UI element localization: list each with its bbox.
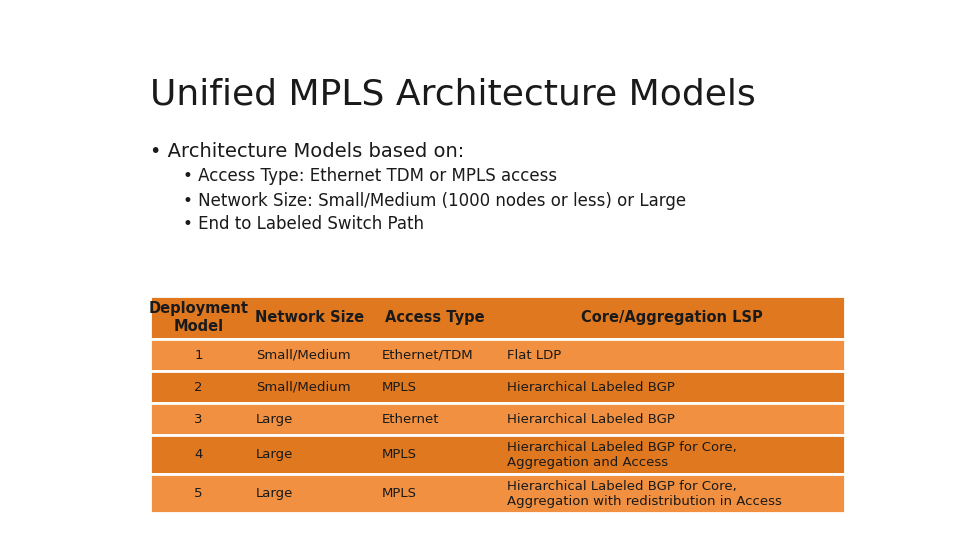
Text: Hierarchical Labeled BGP for Core,
Aggregation and Access: Hierarchical Labeled BGP for Core, Aggre… [507, 441, 736, 469]
Text: Hierarchical Labeled BGP: Hierarchical Labeled BGP [507, 413, 674, 426]
Text: MPLS: MPLS [381, 448, 417, 461]
FancyBboxPatch shape [150, 435, 846, 474]
Text: 2: 2 [194, 381, 203, 394]
Text: • Network Size: Small/Medium (1000 nodes or less) or Large: • Network Size: Small/Medium (1000 nodes… [183, 192, 686, 210]
FancyBboxPatch shape [150, 403, 846, 435]
Text: MPLS: MPLS [381, 487, 417, 500]
Text: Small/Medium: Small/Medium [256, 381, 350, 394]
Text: Small/Medium: Small/Medium [256, 349, 350, 362]
Text: Deployment
Model: Deployment Model [149, 301, 249, 334]
Text: • End to Labeled Switch Path: • End to Labeled Switch Path [183, 215, 424, 233]
Text: Large: Large [256, 448, 294, 461]
Text: Flat LDP: Flat LDP [507, 349, 561, 362]
Text: Ethernet/TDM: Ethernet/TDM [381, 349, 473, 362]
Text: • Architecture Models based on:: • Architecture Models based on: [150, 141, 464, 161]
Text: 4: 4 [194, 448, 203, 461]
Text: Core/Aggregation LSP: Core/Aggregation LSP [581, 310, 762, 325]
Text: Hierarchical Labeled BGP for Core,
Aggregation with redistribution in Access: Hierarchical Labeled BGP for Core, Aggre… [507, 480, 781, 508]
FancyBboxPatch shape [150, 295, 846, 339]
Text: Ethernet: Ethernet [381, 413, 439, 426]
Text: 5: 5 [194, 487, 203, 500]
Text: Unified MPLS Architecture Models: Unified MPLS Architecture Models [150, 77, 756, 111]
Text: Network Size: Network Size [255, 310, 364, 325]
FancyBboxPatch shape [150, 371, 846, 403]
FancyBboxPatch shape [150, 339, 846, 371]
Text: Hierarchical Labeled BGP: Hierarchical Labeled BGP [507, 381, 674, 394]
Text: Large: Large [256, 413, 294, 426]
Text: • Access Type: Ethernet TDM or MPLS access: • Access Type: Ethernet TDM or MPLS acce… [183, 167, 558, 185]
Text: 3: 3 [194, 413, 203, 426]
FancyBboxPatch shape [150, 474, 846, 514]
Text: Large: Large [256, 487, 294, 500]
Text: 1: 1 [194, 349, 203, 362]
Text: MPLS: MPLS [381, 381, 417, 394]
Text: Access Type: Access Type [385, 310, 485, 325]
